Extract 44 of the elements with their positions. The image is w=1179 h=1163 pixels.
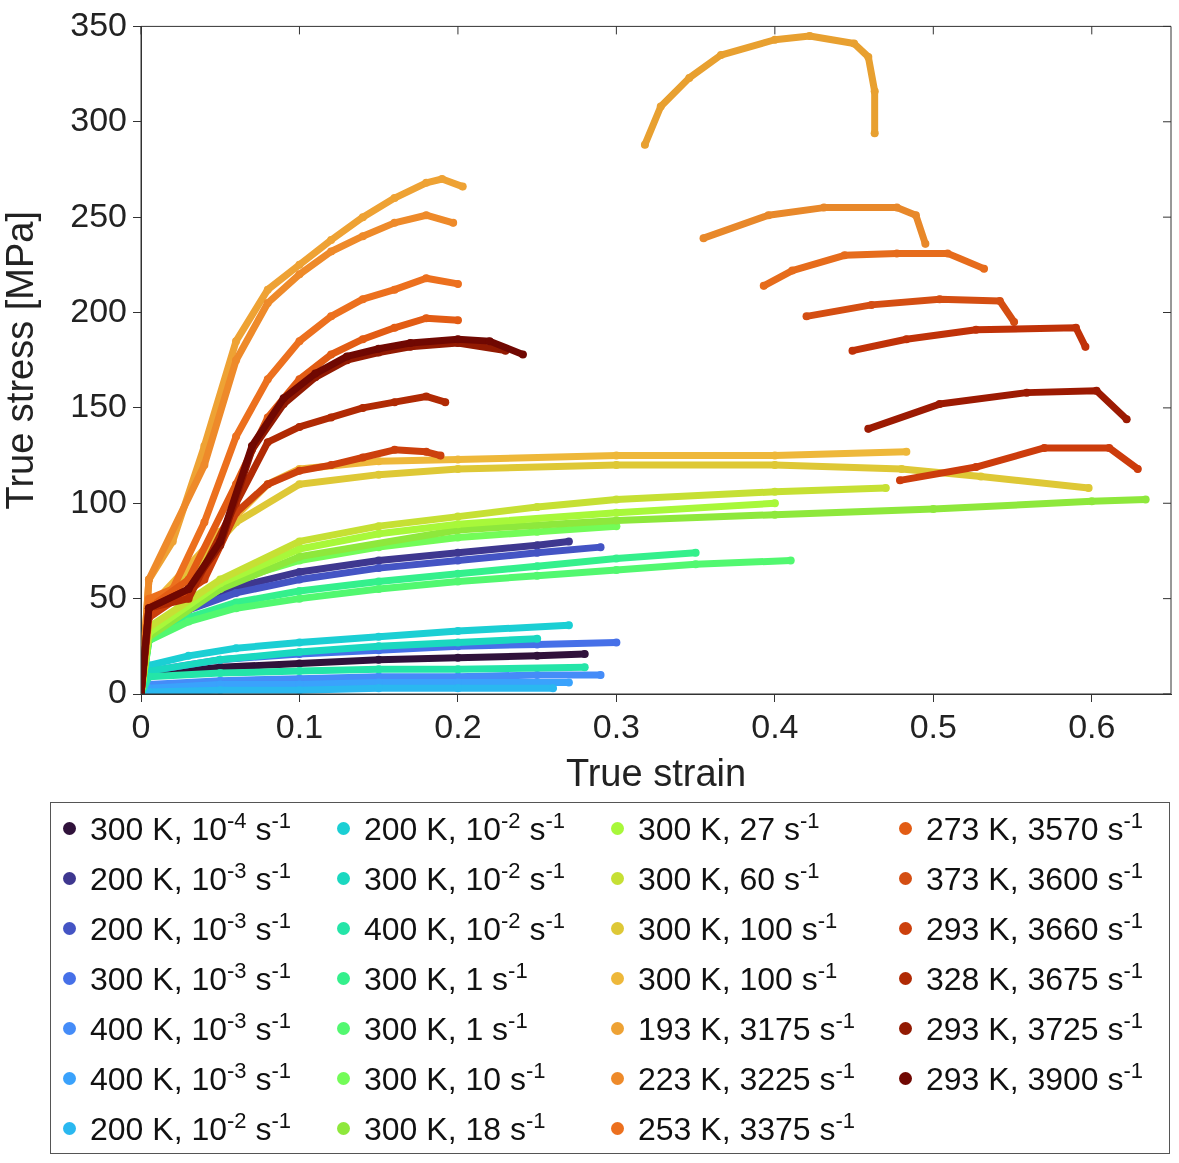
legend-label: 400 K, 10$^{-3}$ s$^{-1}$ — [90, 1008, 292, 1048]
y-tick-label: 250 — [70, 195, 127, 234]
y-tick-label: 0 — [108, 672, 127, 711]
x-axis-title: True strain — [565, 751, 747, 794]
x-tick-label: 0.5 — [909, 706, 957, 745]
legend-label: 253 K, 3375 s$^{-1}$ — [638, 1108, 856, 1148]
legend-label: 200 K, 10$^{-3}$ s$^{-1}$ — [90, 858, 292, 898]
y-tick-label: 300 — [70, 100, 127, 139]
x-tick-label: 0 — [131, 706, 151, 745]
legend-label: 400 K, 10$^{-3}$ s$^{-1}$ — [90, 1058, 292, 1098]
legend-label: 373 K, 3600 s$^{-1}$ — [926, 858, 1144, 898]
legend-label: 300 K, 18 s$^{-1}$ — [364, 1108, 546, 1148]
legend-label: 193 K, 3175 s$^{-1}$ — [638, 1008, 856, 1048]
legend-label: 300 K, 60 s$^{-1}$ — [638, 858, 820, 898]
legend-label: 300 K, 10 s$^{-1}$ — [364, 1058, 546, 1098]
legend-label: 293 K, 3725 s$^{-1}$ — [926, 1008, 1144, 1048]
legend-label: 223 K, 3225 s$^{-1}$ — [638, 1058, 856, 1098]
legend-label: 293 K, 3900 s$^{-1}$ — [926, 1058, 1144, 1098]
legend-label: 273 K, 3570 s$^{-1}$ — [926, 808, 1144, 848]
x-tick-label: 0.6 — [1068, 706, 1116, 745]
legend-label: 200 K, 10$^{-2}$ s$^{-1}$ — [90, 1108, 292, 1148]
legend-label: 300 K, 10$^{-4}$ s$^{-1}$ — [90, 808, 292, 848]
y-tick-label: 150 — [70, 386, 127, 425]
y-tick-label: 200 — [70, 290, 127, 329]
x-tick-label: 0.1 — [275, 706, 324, 745]
legend-label: 300 K, 27 s$^{-1}$ — [638, 808, 820, 848]
legend-label: 293 K, 3660 s$^{-1}$ — [926, 908, 1144, 948]
legend-label: 200 K, 10$^{-3}$ s$^{-1}$ — [90, 908, 292, 948]
legend-label: 300 K, 100 s$^{-1}$ — [638, 958, 838, 998]
y-tick-label: 100 — [70, 481, 127, 520]
x-tick-label: 0.3 — [592, 706, 641, 745]
legend-label: 300 K, 1 s$^{-1}$ — [364, 1008, 528, 1048]
y-tick-label: 50 — [89, 577, 127, 615]
y-axis-title: True stress [MPa] — [0, 210, 42, 510]
legend-label: 328 K, 3675 s$^{-1}$ — [926, 958, 1144, 998]
legend-label: 300 K, 1 s$^{-1}$ — [364, 958, 528, 998]
x-tick-label: 0.2 — [434, 706, 482, 745]
legend-label: 400 K, 10$^{-2}$ s$^{-1}$ — [364, 908, 566, 948]
legend-label: 300 K, 10$^{-2}$ s$^{-1}$ — [364, 858, 566, 898]
x-tick-label: 0.4 — [751, 706, 799, 745]
y-tick-label: 350 — [70, 4, 127, 43]
legend-label: 200 K, 10$^{-2}$ s$^{-1}$ — [364, 808, 566, 848]
legend-label: 300 K, 10$^{-3}$ s$^{-1}$ — [90, 958, 292, 998]
legend-label: 300 K, 100 s$^{-1}$ — [638, 908, 838, 948]
